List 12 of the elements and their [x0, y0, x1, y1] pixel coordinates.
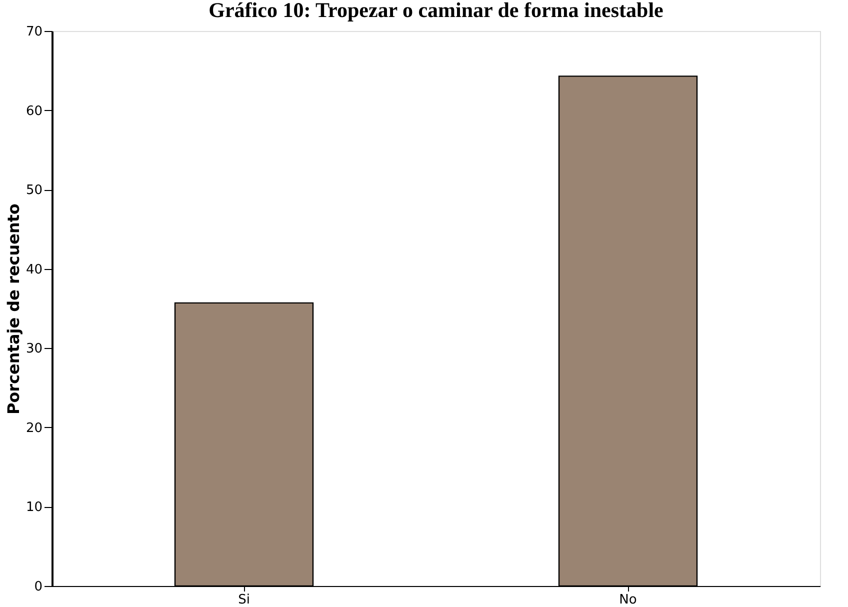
y-tick-label: 50 [26, 183, 42, 198]
y-axis-title: Porcentaje de recuento [4, 203, 23, 415]
y-tick-label: 20 [26, 420, 42, 436]
y-tick-label: 30 [26, 342, 42, 357]
y-tick-label: 10 [26, 500, 42, 516]
chart-title: Gráfico 10: Tropezar o caminar de forma inestable [208, 0, 664, 22]
y-tick-label: 0 [34, 580, 42, 594]
x-tick-label: No [619, 592, 637, 607]
y-tick-label: 60 [26, 104, 42, 119]
y-tick-label: 40 [26, 262, 42, 278]
y-tick-label: 70 [26, 24, 42, 40]
x-tick-label: Si [238, 592, 250, 607]
